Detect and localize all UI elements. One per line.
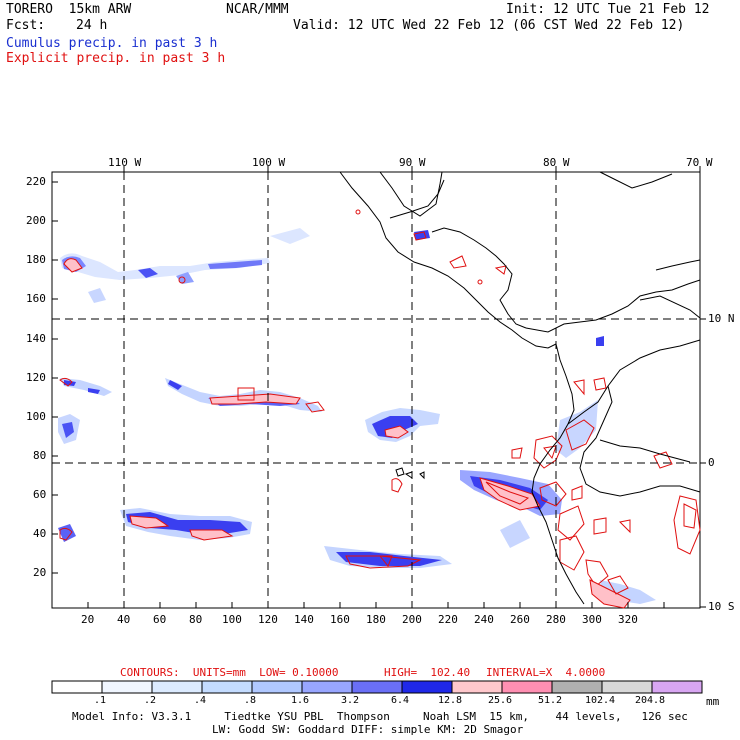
legend-swatch <box>551 680 603 694</box>
lat-label-0: 0 <box>708 456 715 469</box>
legend-value: 12.8 <box>437 695 463 706</box>
y-tick-label: 60 <box>33 488 47 501</box>
x-tick-label: 220 <box>438 613 458 626</box>
x-tick-label: 100 <box>222 613 242 626</box>
legend-swatch <box>651 680 703 694</box>
cumulus-legend-text: Cumulus precip. in past 3 h <box>6 36 218 51</box>
forecast-hour: 24 h <box>76 18 108 33</box>
x-tick-label: 300 <box>582 613 602 626</box>
x-tick-label: 320 <box>618 613 638 626</box>
x-tick-label: 60 <box>153 613 167 626</box>
legend-swatch <box>201 680 253 694</box>
legend-swatch <box>501 680 553 694</box>
axis-ticks <box>52 166 706 608</box>
legend-swatch <box>301 680 353 694</box>
legend-swatch <box>151 680 203 694</box>
lon-label-80w: 80 W <box>543 156 570 169</box>
x-tick-label: 240 <box>474 613 494 626</box>
latlon-grid <box>52 172 700 608</box>
explicit-precip-contours <box>59 209 701 609</box>
lat-label-10n: 10 N <box>708 312 735 325</box>
legend-colorbar <box>51 680 703 694</box>
legend-swatch <box>351 680 403 694</box>
contour-high: HIGH= 102.40 <box>384 666 471 679</box>
legend-swatch <box>601 680 653 694</box>
legend-swatch <box>101 680 153 694</box>
model-title: TORERO 15km ARW <box>6 2 132 17</box>
legend-value: 1.6 <box>290 695 310 706</box>
legend-value: 102.4 <box>584 695 616 706</box>
legend-swatch <box>451 680 503 694</box>
x-tick-label: 200 <box>402 613 422 626</box>
y-tick-label: 160 <box>26 292 46 305</box>
legend-value: 51.2 <box>537 695 563 706</box>
lon-label-90w: 90 W <box>399 156 426 169</box>
y-tick-label: 200 <box>26 214 46 227</box>
legend-swatch <box>51 680 103 694</box>
lat-label-10s: 10 S <box>708 600 735 613</box>
contour-interval: INTERVAL=X 4.0000 <box>486 666 606 679</box>
org-label: NCAR/MMM <box>226 2 289 17</box>
y-tick-label: 20 <box>33 566 47 579</box>
y-tick-label: 180 <box>26 253 46 266</box>
x-tick-label: 160 <box>330 613 350 626</box>
legend-value: 3.2 <box>340 695 360 706</box>
map-frame <box>51 171 701 609</box>
legend-value: .1 <box>93 695 107 706</box>
legend-value: .2 <box>143 695 157 706</box>
x-tick-label: 40 <box>117 613 131 626</box>
legend-unit: mm <box>706 695 720 708</box>
y-tick-label: 80 <box>33 449 47 462</box>
explicit-legend-text: Explicit precip. in past 3 h <box>6 51 226 66</box>
x-tick-label: 180 <box>366 613 386 626</box>
legend-value: .4 <box>193 695 207 706</box>
x-tick-label: 280 <box>546 613 566 626</box>
y-tick-label: 40 <box>33 527 47 540</box>
lon-label-70w: 70 W <box>686 156 713 169</box>
legend-value: .8 <box>243 695 257 706</box>
legend-swatch <box>401 680 453 694</box>
y-tick-label: 140 <box>26 332 46 345</box>
init-time: Init: 12 UTC Tue 21 Feb 12 <box>506 2 710 17</box>
x-tick-label: 140 <box>294 613 314 626</box>
contour-units: CONTOURS: UNITS=mm LOW= 0.10000 <box>120 666 339 679</box>
coastlines <box>339 171 701 605</box>
lon-label-100w: 100 W <box>252 156 286 169</box>
legend-value: 204.8 <box>634 695 666 706</box>
legend-value: 6.4 <box>390 695 410 706</box>
x-tick-label: 80 <box>189 613 203 626</box>
x-tick-label: 260 <box>510 613 530 626</box>
y-tick-label: 100 <box>26 410 46 423</box>
model-info-line2: LW: Godd SW: Goddard DIFF: simple KM: 2D… <box>212 723 524 736</box>
valid-time: Valid: 12 UTC Wed 22 Feb 12 (06 CST Wed … <box>293 18 685 33</box>
lon-label-110w: 110 W <box>108 156 142 169</box>
model-info-line1: Model Info: V3.3.1 Tiedtke YSU PBL Thomp… <box>72 710 688 723</box>
y-tick-label: 120 <box>26 371 46 384</box>
forecast-label: Fcst: <box>6 18 46 33</box>
x-tick-label: 120 <box>258 613 278 626</box>
y-tick-label: 220 <box>26 175 46 188</box>
legend-swatch <box>251 680 303 694</box>
x-tick-label: 20 <box>81 613 95 626</box>
legend-value: 25.6 <box>487 695 513 706</box>
